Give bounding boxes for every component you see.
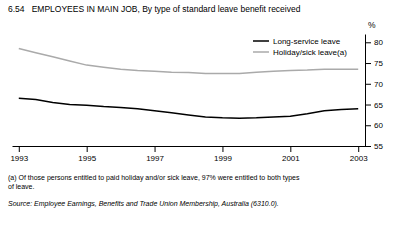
y-tick-label: 80 (374, 38, 383, 47)
y-tick-mark (365, 42, 371, 43)
y-tick-label: 55 (374, 142, 383, 151)
y-axis: 55 60 65 70 75 80 (365, 35, 383, 152)
y-tick-mark (365, 146, 371, 147)
x-tick-label: 2001 (282, 154, 300, 163)
x-tick-mark (155, 146, 156, 152)
x-axis: 1993 1995 1997 1999 2001 2003 (10, 146, 368, 163)
y-tick-label: 65 (374, 101, 383, 110)
x-tick-mark (222, 146, 223, 152)
y-tick-mark (365, 63, 371, 64)
x-tick: 1995 (78, 146, 96, 163)
y-tick: 80 (365, 38, 383, 47)
y-tick-label: 70 (374, 80, 383, 89)
y-tick: 55 (365, 142, 383, 151)
y-tick: 75 (365, 59, 383, 68)
x-tick-mark (87, 146, 88, 152)
title: 6.54 EMPLOYEES IN MAIN JOB, By type of s… (8, 4, 301, 14)
y-tick: 60 (365, 121, 383, 130)
x-tick: 2001 (282, 146, 300, 163)
y-tick-label: 75 (374, 59, 383, 68)
y-axis-line (365, 35, 366, 147)
y-tick-label: 60 (374, 121, 383, 130)
series-line (19, 49, 358, 74)
y-tick-mark (365, 84, 371, 85)
x-tick: 1997 (146, 146, 164, 163)
x-tick-label: 1999 (214, 154, 232, 163)
plot-area (19, 49, 358, 119)
series-line (19, 98, 358, 118)
x-tick-mark (358, 146, 359, 152)
y-tick-mark (365, 105, 371, 106)
x-tick-label: 1995 (78, 154, 96, 163)
x-tick: 1993 (10, 146, 28, 163)
chart: 6.54 EMPLOYEES IN MAIN JOB, By type of s… (0, 0, 397, 227)
y-tick: 65 (365, 101, 383, 110)
x-tick-mark (19, 146, 20, 152)
x-tick: 1999 (214, 146, 232, 163)
x-axis-line (13, 146, 366, 147)
footnote: of leave. (8, 183, 35, 190)
y-axis-title: % (368, 20, 376, 30)
y-tick-mark (365, 125, 371, 126)
legend-swatch (253, 51, 269, 53)
y-tick: 70 (365, 80, 383, 89)
x-tick-mark (290, 146, 291, 152)
legend-label: Holiday/sick leave(a) (273, 48, 347, 57)
x-tick-label: 2003 (350, 154, 368, 163)
legend-label: Long-service leave (273, 37, 341, 46)
legend: Long-service leave Holiday/sick leave(a) (253, 37, 347, 57)
x-tick-label: 1993 (10, 154, 28, 163)
footnote: (a) Of those persons entitled to paid ho… (8, 174, 300, 182)
source: Source: Employee Earnings, Benefits and … (8, 200, 279, 208)
x-tick: 2003 (350, 146, 368, 163)
x-tick-label: 1997 (146, 154, 164, 163)
legend-swatch (253, 40, 269, 42)
